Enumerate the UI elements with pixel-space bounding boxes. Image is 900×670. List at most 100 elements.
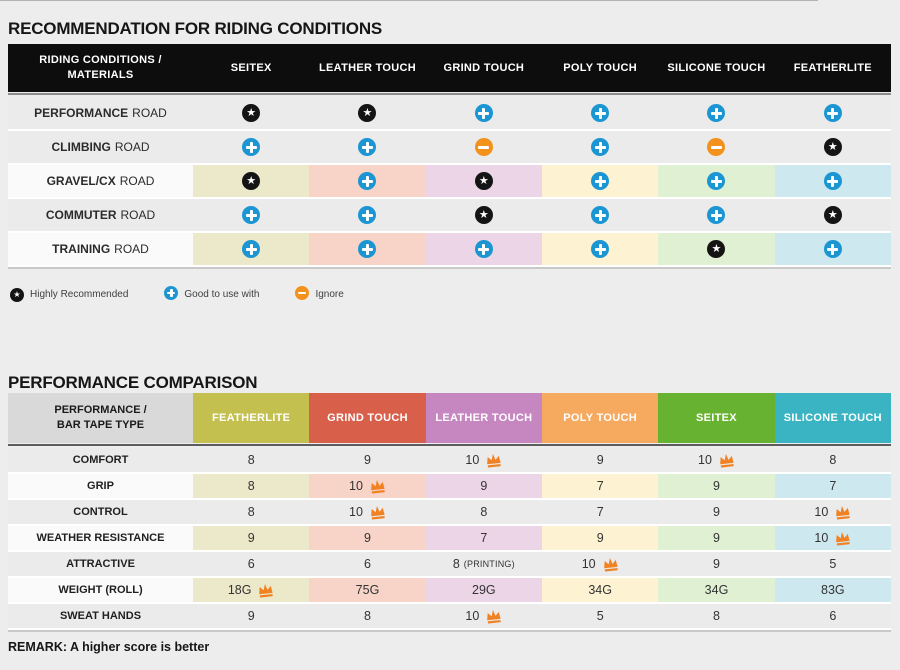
rating-cell: [542, 97, 658, 129]
plus-icon: [242, 206, 261, 224]
score-cell: 5: [775, 552, 891, 576]
row-label: GRAVEL/CX ROAD: [46, 174, 155, 188]
column-header-poly-touch: POLY TOUCH: [542, 393, 659, 443]
score-value: 10: [349, 479, 363, 493]
score-cell: 7: [425, 526, 542, 550]
plus-icon: [358, 172, 377, 190]
table-row-weight-roll: WEIGHT (ROLL) 18G 75G 29G 34G 34G 83G: [8, 578, 891, 602]
plus-icon: [707, 206, 726, 224]
table-row-training-road: TRAINING ROAD ★: [8, 233, 891, 265]
score-cell: 9: [658, 474, 775, 498]
score-cell: 6: [775, 604, 891, 628]
rating-cell: ★: [775, 131, 891, 163]
score-cell: 10: [426, 448, 542, 472]
score-value: 9: [713, 557, 720, 571]
score-value: 83G: [821, 583, 845, 597]
score-cell: 5: [542, 604, 658, 628]
score-cell: 8: [309, 604, 425, 628]
rating-cell: ★: [658, 233, 775, 265]
score-value: 9: [247, 531, 255, 545]
rating-cell: [309, 199, 425, 231]
rating-cell: ★: [309, 97, 425, 129]
column-header-seitex: SEITEX: [658, 393, 775, 443]
score-value: 7: [829, 479, 837, 493]
score-value: 29G: [472, 583, 496, 597]
score-value: 6: [247, 557, 255, 571]
rating-cell: ★: [193, 165, 310, 197]
score-value: 75G: [355, 583, 380, 597]
plus-icon: [591, 172, 610, 190]
score-cell: 6: [193, 552, 309, 576]
table-bottom-border: [8, 630, 891, 632]
score-value: 18G: [227, 583, 252, 597]
legend: ★ Highly Recommended Good to use with Ig…: [10, 286, 344, 303]
row-label: ATTRACTIVE: [66, 558, 135, 570]
minus-icon: [707, 138, 726, 156]
rating-cell: [425, 233, 542, 265]
star-icon: ★: [707, 240, 726, 258]
rating-cell: [658, 131, 774, 163]
table-row-attractive: ATTRACTIVE 6 6 8 (PRINTING) 10 9 5: [8, 552, 891, 576]
score-value: 6: [829, 609, 837, 623]
score-value: 9: [713, 505, 720, 519]
rating-cell: ★: [426, 199, 542, 231]
plus-icon: [823, 240, 842, 258]
table-bottom-border: [8, 267, 891, 269]
plus-icon: [591, 206, 610, 224]
score-cell: 75G: [309, 578, 426, 602]
score-cell: 10: [775, 500, 891, 524]
rating-cell: ★: [775, 199, 891, 231]
score-value: 9: [247, 609, 255, 623]
score-cell: 9: [658, 552, 774, 576]
score-value: 9: [364, 531, 371, 545]
riding-header-label: RIDING CONDITIONS / MATERIALS: [39, 54, 162, 81]
score-value: 5: [596, 609, 604, 623]
score-cell: 9: [658, 526, 775, 550]
score-cell: 6: [309, 552, 425, 576]
header-divider: [8, 444, 891, 446]
table-row-comfort: COMFORT 8 9 10 9 10 8: [8, 448, 891, 472]
row-label: GRIP: [87, 480, 114, 492]
rating-cell: [426, 131, 542, 163]
column-header-grind-touch: GRIND TOUCH: [443, 62, 525, 74]
score-value: 10: [814, 505, 829, 519]
table-row-performance-road: PERFORMANCE ROAD ★ ★: [8, 97, 891, 129]
star-icon: ★: [474, 206, 493, 224]
star-icon: ★: [823, 206, 842, 224]
plus-icon: [242, 138, 261, 156]
crown-icon: [259, 583, 274, 597]
plus-icon: [474, 240, 493, 258]
score-cell: 8 (PRINTING): [426, 552, 542, 576]
score-cell: 29G: [425, 578, 542, 602]
score-cell: 9: [193, 604, 309, 628]
crown-icon: [836, 531, 851, 545]
rating-cell: [542, 165, 659, 197]
minus-icon: [474, 138, 493, 156]
score-cell: 8: [426, 500, 542, 524]
plus-icon: [707, 104, 726, 122]
table-row-commuter-road: COMMUTER ROAD ★ ★: [8, 199, 891, 231]
star-icon: ★: [474, 172, 493, 190]
crown-icon: [836, 505, 851, 519]
crown-icon: [487, 453, 502, 467]
legend-item-good-to-use-with: Good to use with: [164, 286, 259, 303]
plus-icon: [242, 240, 261, 258]
column-header-leather-touch: LEATHER TOUCH: [318, 62, 416, 74]
rating-cell: [309, 233, 426, 265]
column-header-grind-touch: GRIND TOUCH: [309, 393, 426, 443]
column-header-featherlite: FEATHERLITE: [793, 62, 872, 74]
plus-icon: [358, 206, 377, 224]
score-value: 8: [247, 505, 255, 519]
comparison-table-body: COMFORT 8 9 10 9 10 8 GRIP 8 10 9 7 9 7 …: [8, 448, 891, 632]
star-icon: ★: [358, 104, 377, 122]
row-label: WEIGHT (ROLL): [58, 584, 143, 596]
score-cell: 7: [542, 500, 658, 524]
riding-table-body: PERFORMANCE ROAD ★ ★ CLIMBING ROAD ★ GRAVE…: [8, 97, 891, 269]
score-value: 8: [713, 609, 720, 623]
column-header-seitex: SEITEX: [230, 62, 272, 74]
score-cell: 7: [774, 474, 891, 498]
score-value: 9: [596, 453, 604, 467]
score-value: 8: [829, 453, 837, 467]
rating-cell: [658, 199, 774, 231]
star-icon: ★: [242, 172, 261, 190]
